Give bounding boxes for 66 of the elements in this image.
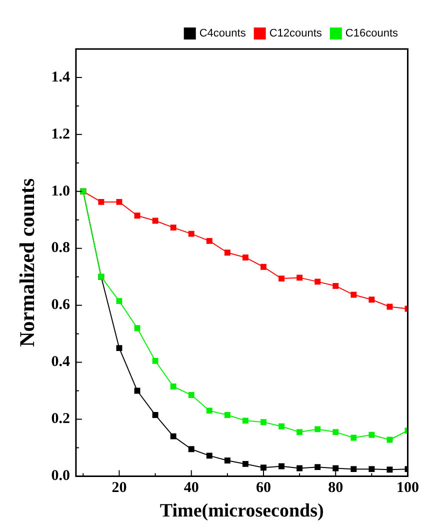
point [260, 419, 266, 426]
x-tick-label: 20 [112, 480, 127, 496]
point [224, 458, 230, 464]
point [242, 418, 248, 424]
point [386, 436, 393, 443]
point [332, 465, 339, 472]
point [350, 292, 357, 298]
point [224, 250, 230, 256]
point [260, 264, 266, 270]
point [368, 432, 375, 438]
y-tick-label: 1.4 [51, 69, 70, 86]
legend-label: C12counts [269, 28, 322, 40]
point [188, 230, 194, 237]
point [260, 464, 266, 471]
point [206, 408, 212, 414]
point [368, 296, 375, 303]
point [170, 224, 176, 231]
point [206, 238, 212, 244]
y-tick-label: 1.2 [51, 126, 70, 142]
point [278, 423, 284, 430]
point [296, 465, 303, 472]
point [278, 276, 284, 282]
point [386, 304, 393, 310]
point [188, 446, 194, 452]
point [134, 212, 140, 219]
point [242, 460, 248, 467]
x-tick-label: 80 [328, 480, 344, 496]
point [152, 218, 158, 224]
point [278, 463, 284, 470]
y-tick-label: 0.2 [51, 411, 70, 428]
x-tick-label: 60 [256, 480, 271, 496]
x-axis-title: Time(microseconds) [160, 500, 324, 522]
point [170, 384, 176, 390]
point [350, 466, 357, 472]
point [152, 412, 158, 418]
y-tick-label: 0.0 [51, 468, 70, 484]
point [152, 358, 158, 364]
point [224, 412, 230, 418]
point [134, 325, 140, 332]
x-tick-label: 100 [396, 480, 419, 496]
point [314, 278, 321, 285]
y-tick-label: 0.8 [51, 240, 70, 256]
point [368, 466, 375, 472]
y-axis-title: Normalized counts [15, 178, 40, 347]
x-tick-label: 40 [184, 480, 199, 496]
point [314, 426, 321, 432]
point [332, 282, 339, 289]
y-tick-label: 0.6 [51, 297, 70, 314]
y-tick-label: 0.4 [51, 354, 70, 370]
legend-label: C16counts [345, 28, 398, 40]
point [332, 429, 339, 436]
point [242, 254, 248, 260]
y-tick-label: 1.0 [51, 183, 70, 200]
point [170, 433, 176, 440]
point [116, 345, 122, 352]
point [350, 434, 357, 441]
legend-label: C4counts [199, 28, 246, 40]
point [296, 274, 303, 281]
point [188, 392, 194, 398]
point [116, 298, 122, 304]
point [314, 464, 321, 470]
point [98, 198, 104, 205]
point [386, 466, 393, 473]
point [206, 452, 212, 459]
point [116, 198, 122, 205]
point [296, 429, 303, 436]
